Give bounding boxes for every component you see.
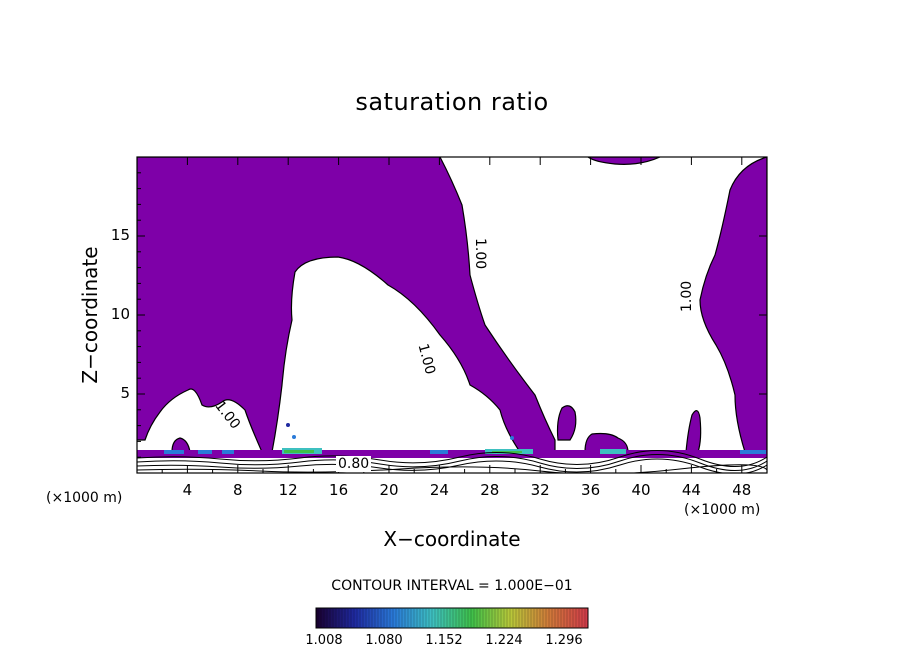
- supersaturated-cell-38: [584, 432, 629, 453]
- blob-a: [286, 423, 290, 427]
- contour-label-5: 0.80: [336, 456, 372, 472]
- y-tick-label: 15: [110, 226, 130, 244]
- blob-c: [510, 436, 514, 440]
- surface-layer-fill: [137, 450, 767, 458]
- cell-6: [198, 450, 212, 454]
- colorbar-tick-label: 1.224: [485, 633, 523, 648]
- contour-label-4: 1.00: [679, 280, 695, 312]
- x-tick-label: 20: [379, 481, 399, 499]
- x-axis-label: X−coordinate: [383, 527, 521, 551]
- y-tick-label: 10: [110, 305, 130, 323]
- colorbar-tick-label: 1.080: [365, 633, 403, 648]
- x-tick-label: 12: [278, 481, 298, 499]
- cell-30-core: [492, 451, 522, 453]
- supersaturated-region-right: [699, 157, 767, 453]
- x-tick-label: 8: [233, 481, 243, 499]
- supersaturated-region-top: [586, 157, 661, 165]
- x-unit-right: (×1000 m): [684, 502, 761, 518]
- x-tick-label: 24: [429, 481, 449, 499]
- x-tick-label: 44: [681, 481, 701, 499]
- colorbar-tick-label: 1.008: [305, 633, 343, 648]
- colorbar-hatch: [317, 609, 586, 627]
- high-value-cells: [164, 423, 766, 454]
- contour-fills: [137, 157, 767, 458]
- supersaturated-region-left: [137, 157, 556, 453]
- x-tick-label: 48: [732, 481, 752, 499]
- cell-24: [430, 450, 448, 454]
- x-tick-label: 40: [631, 481, 651, 499]
- colorbar: [315, 607, 589, 629]
- cell-38: [600, 449, 626, 454]
- supersaturated-cell-44: [685, 410, 702, 453]
- x-tick-label: 28: [480, 481, 500, 499]
- contour-interval-text: CONTOUR INTERVAL = 1.000E−01: [331, 578, 573, 594]
- cell-3: [164, 450, 184, 454]
- cell-49: [740, 450, 766, 454]
- colorbar-tick-label: 1.296: [545, 633, 583, 648]
- x-tick-label: 16: [329, 481, 349, 499]
- chart-title: saturation ratio: [355, 88, 549, 116]
- surface-contour-lines: [137, 450, 767, 473]
- y-tick-label: 5: [120, 384, 130, 402]
- contour-label-3: 1.00: [472, 238, 488, 270]
- supersaturated-cell-34: [556, 405, 577, 441]
- x-unit-left: (×1000 m): [46, 490, 123, 506]
- x-tick-label: 4: [182, 481, 193, 499]
- cell-12-core: [284, 450, 314, 453]
- supersaturated-cell-5: [171, 437, 191, 453]
- colorbar-tick-label: 1.152: [425, 633, 463, 648]
- x-tick-label: 32: [530, 481, 550, 499]
- cell-8: [222, 450, 234, 454]
- x-tick-label: 36: [581, 481, 601, 499]
- blob-b: [292, 435, 296, 439]
